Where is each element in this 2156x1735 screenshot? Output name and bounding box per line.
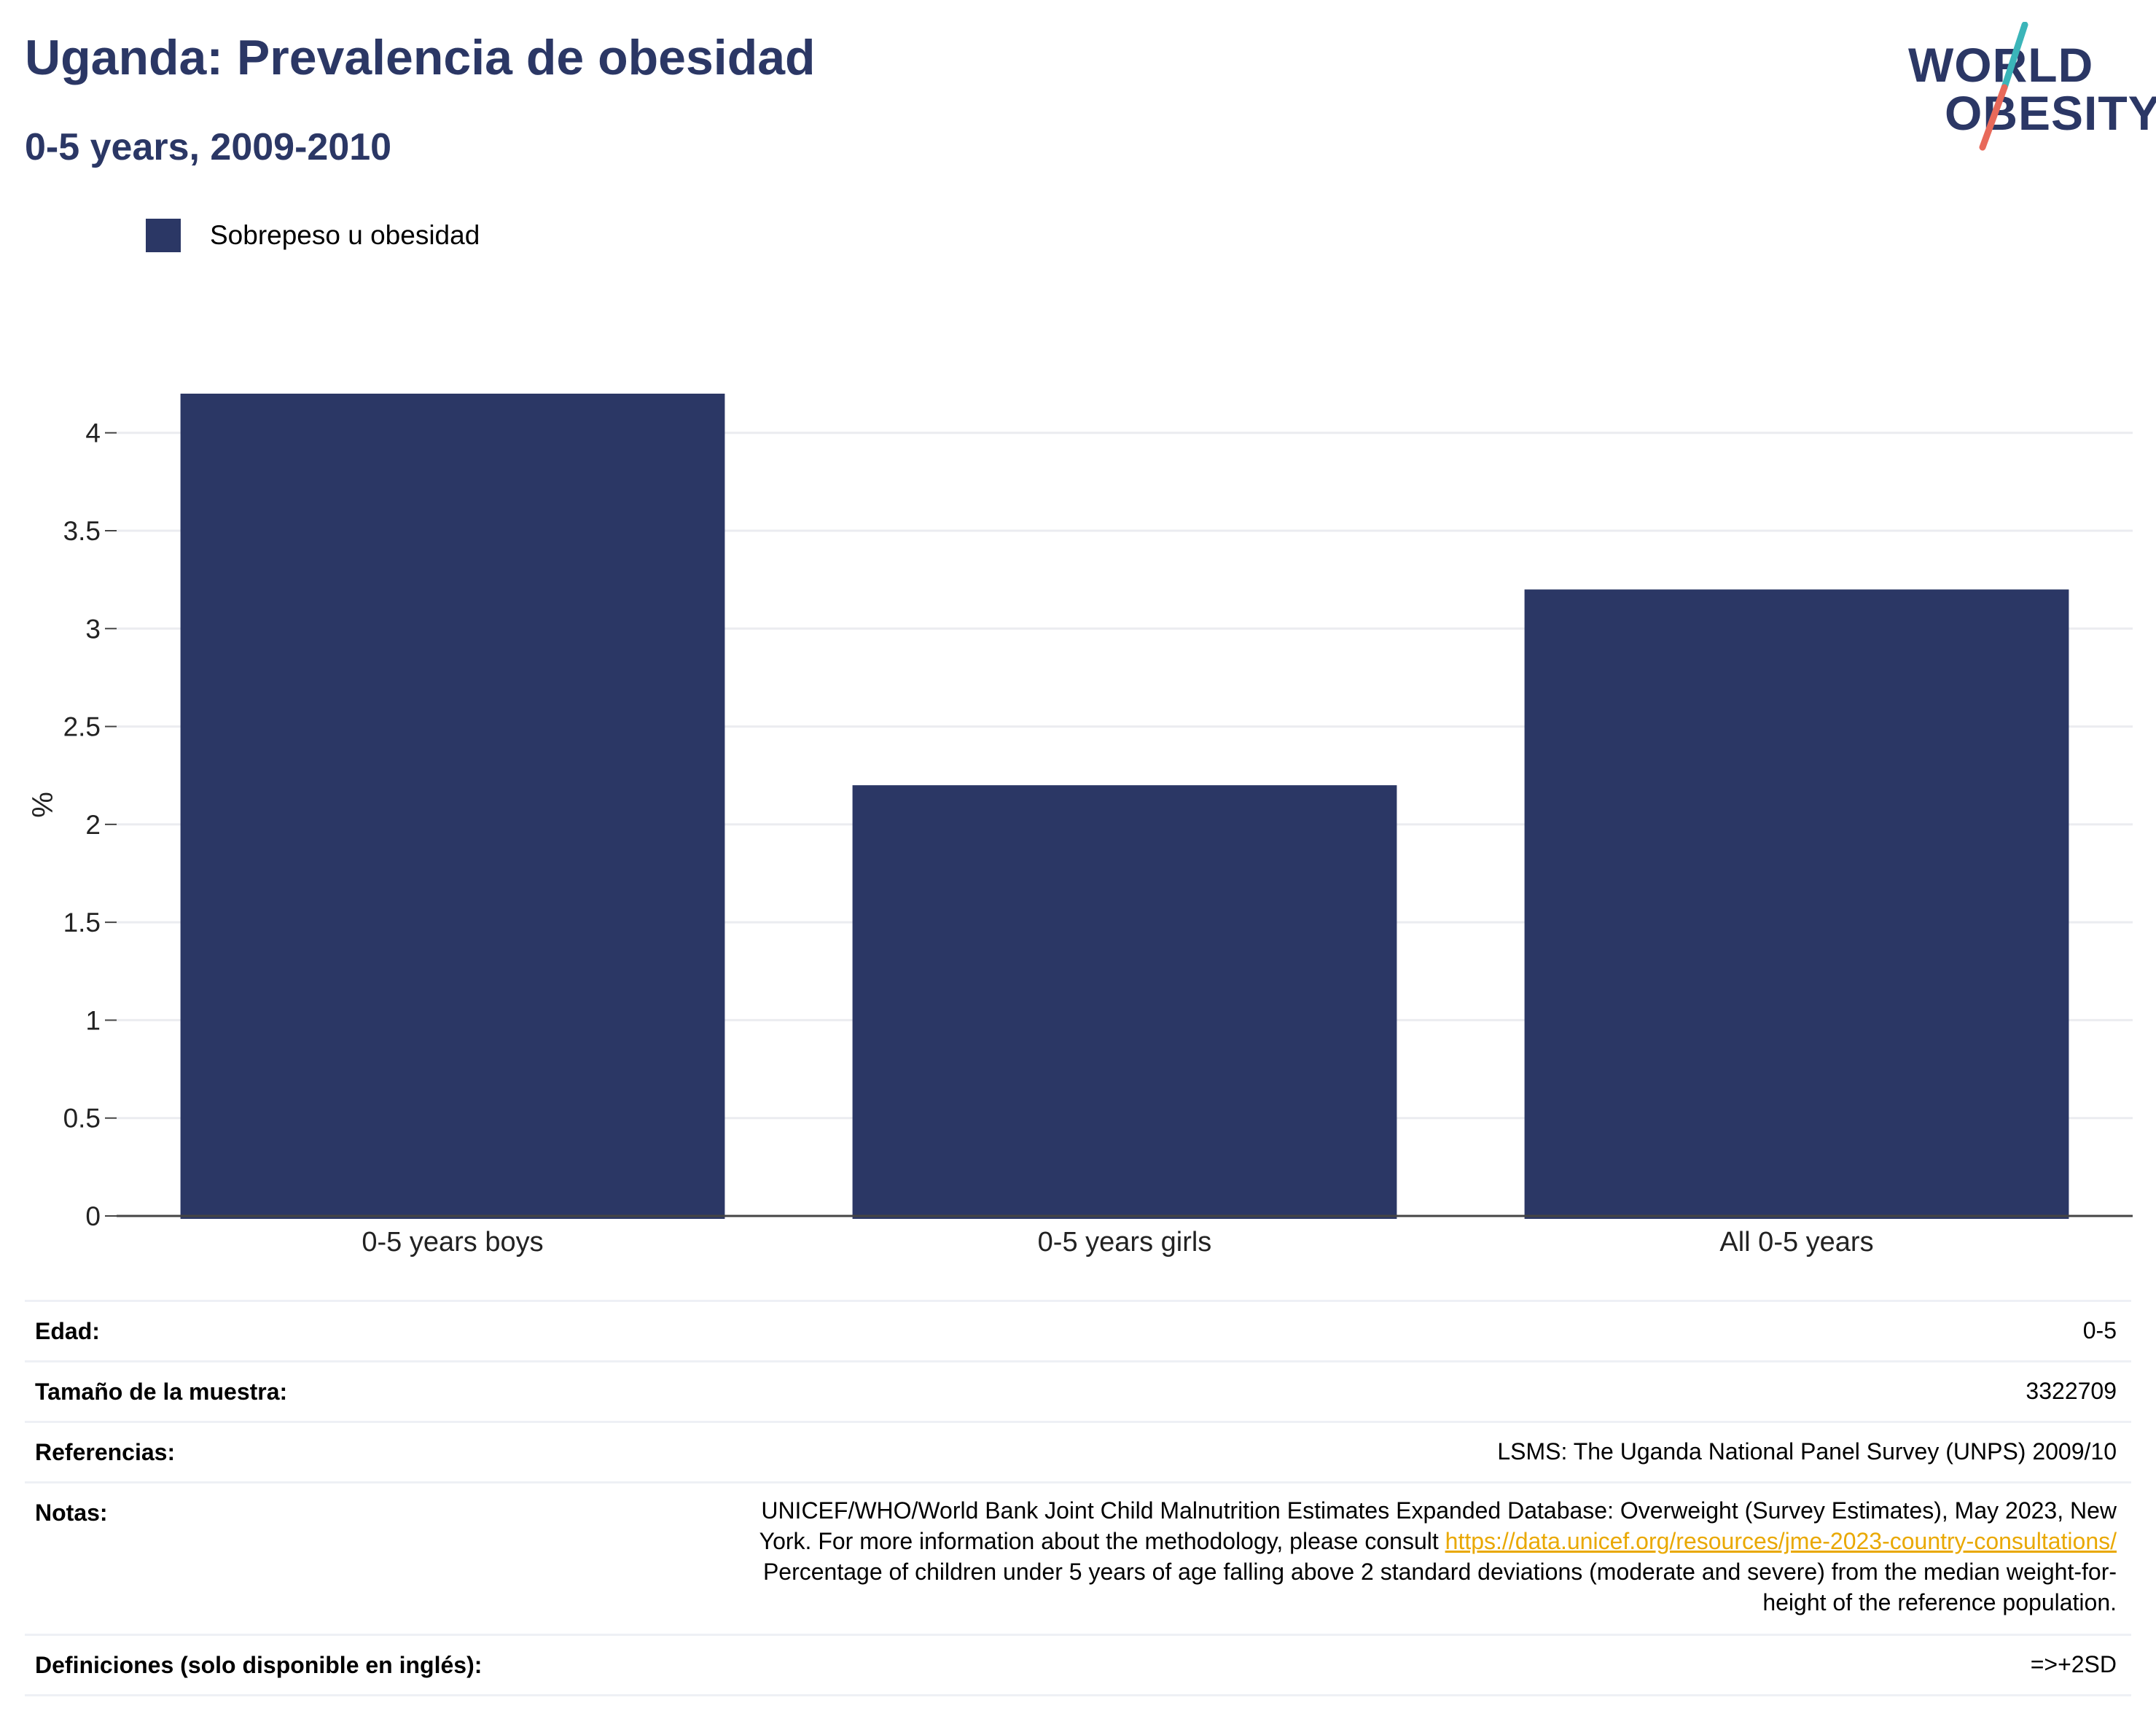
info-label-notes: Notas:	[35, 1500, 108, 1526]
x-tick-label: 0-5 years girls	[1038, 1227, 1212, 1258]
y-tick-label: 2	[85, 810, 101, 840]
bar	[1524, 589, 2069, 1219]
world-obesity-logo: WORLD OBESITY	[1895, 22, 2156, 153]
logo-slash-icon	[1979, 22, 2028, 151]
y-axis-title: %	[27, 792, 59, 818]
info-label-references: Referencias:	[35, 1439, 176, 1465]
info-row-references: Referencias: LSMS: The Uganda National P…	[25, 1423, 2131, 1483]
info-row-notes: Notas: UNICEF/WHO/World Bank Joint Child…	[25, 1483, 2131, 1636]
info-label-age: Edad:	[35, 1318, 100, 1344]
y-tick-label: 1	[85, 1005, 101, 1035]
info-value-sample: 3322709	[2026, 1378, 2117, 1404]
info-value-definitions: =>+2SD	[2030, 1651, 2117, 1677]
bar	[180, 394, 725, 1219]
bar-chart: 0 0.5 1 1.5 2 2.5 3 3.5 4 0-5 years boys 0-5 years…	[27, 394, 2133, 1258]
info-row-sample: Tamaño de la muestra: 3322709	[25, 1362, 2131, 1423]
x-tick-label: All 0-5 years	[1719, 1227, 1873, 1258]
logo-line-2: OBESITY	[1945, 86, 2156, 140]
notes-line-3: Percentage of children under 5 years of …	[762, 1559, 2117, 1585]
page-title: Uganda: Prevalencia de obesidad	[25, 30, 816, 85]
notes-line-2-text: York. For more information about the met…	[759, 1528, 1445, 1554]
info-value-references: LSMS: The Uganda National Panel Survey (…	[1497, 1438, 2117, 1465]
page-subtitle: 0-5 years, 2009-2010	[25, 126, 392, 168]
y-tick-label: 3.5	[63, 516, 101, 546]
legend-label: Sobrepeso u obesidad	[210, 220, 480, 250]
y-tick-label: 0	[85, 1201, 101, 1231]
notes-methodology-link[interactable]: https://data.unicef.org/resources/jme-20…	[1445, 1528, 2117, 1554]
notes-line-1: UNICEF/WHO/World Bank Joint Child Malnut…	[761, 1497, 2117, 1524]
y-tick-label: 4	[85, 418, 101, 448]
x-tick-label: 0-5 years boys	[362, 1227, 543, 1258]
y-tick-label: 3	[85, 614, 101, 644]
info-table-top-divider	[25, 1300, 2131, 1302]
logo-line-1: WORLD	[1908, 38, 2094, 92]
y-tick-label: 1.5	[63, 908, 101, 937]
bar	[852, 785, 1397, 1219]
info-row-age: Edad: 0-5	[25, 1302, 2131, 1362]
notes-line-2: York. For more information about the met…	[759, 1526, 2117, 1556]
y-tick-label: 0.5	[63, 1104, 101, 1134]
y-tick-label: 2.5	[63, 712, 101, 742]
legend-swatch	[146, 219, 181, 252]
info-label-definitions: Definiciones (solo disponible en inglés)…	[35, 1652, 483, 1678]
notes-line-4: height of the reference population.	[1762, 1589, 2117, 1615]
info-value-age: 0-5	[2082, 1317, 2117, 1344]
info-value-notes: UNICEF/WHO/World Bank Joint Child Malnut…	[759, 1495, 2117, 1618]
info-row-definitions: Definiciones (solo disponible en inglés)…	[25, 1636, 2131, 1696]
info-label-sample: Tamaño de la muestra:	[35, 1379, 288, 1405]
